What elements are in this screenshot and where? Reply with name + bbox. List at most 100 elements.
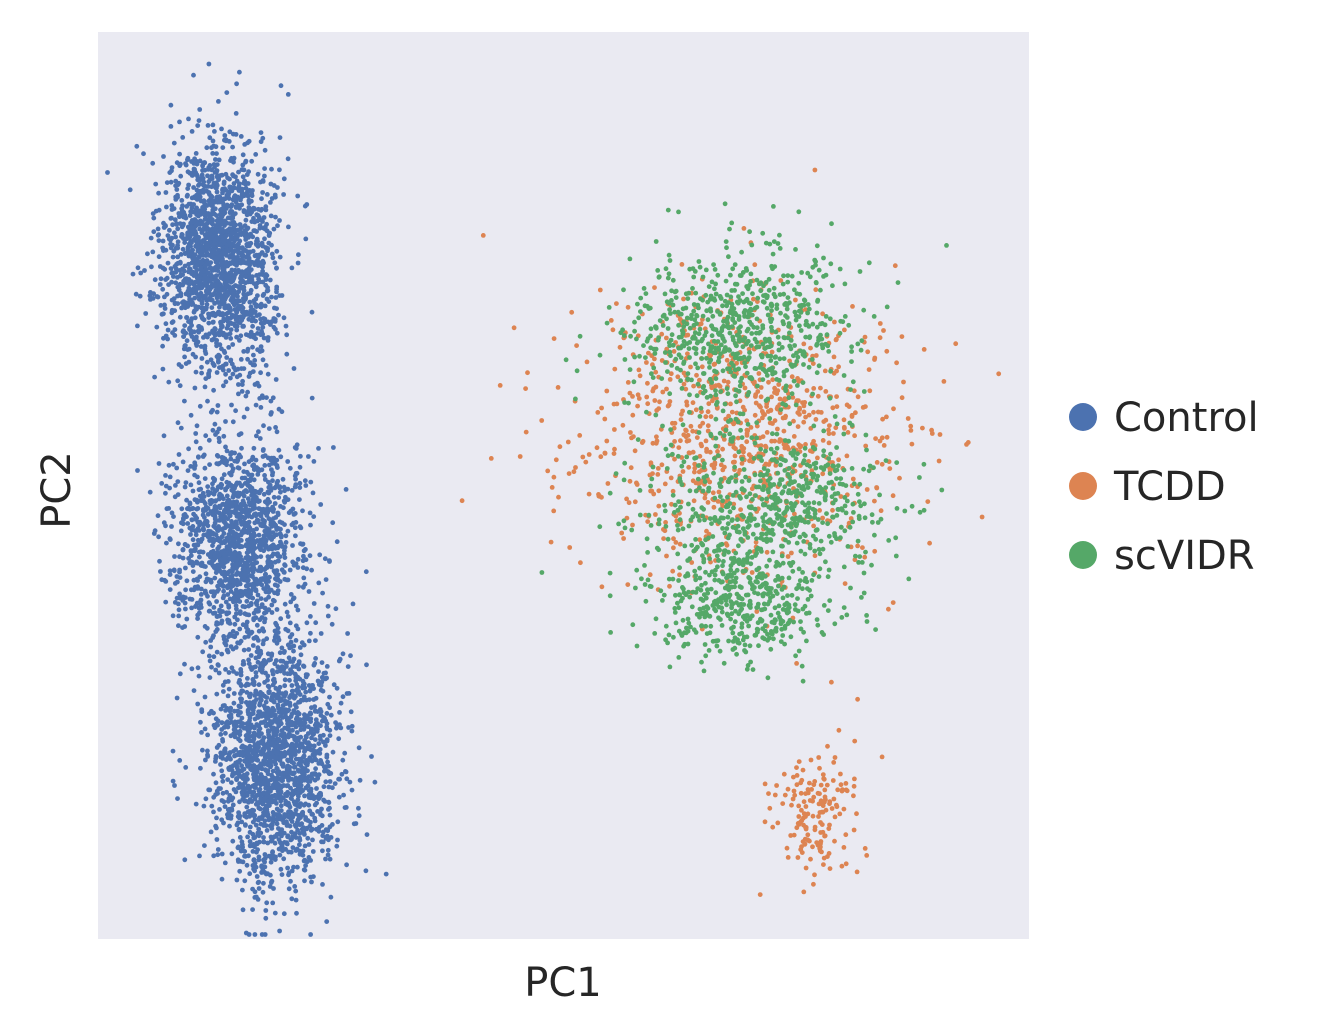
point-control	[242, 635, 248, 640]
point-control	[264, 636, 270, 642]
point-control	[214, 691, 220, 697]
point-control	[327, 705, 332, 711]
point-control	[217, 608, 223, 614]
point-control	[233, 174, 238, 180]
point-control	[236, 844, 241, 850]
point-control	[263, 282, 269, 288]
point-control	[148, 297, 153, 302]
point-control	[212, 206, 218, 212]
point-control	[192, 295, 198, 301]
point-control	[265, 762, 271, 768]
point-control	[271, 677, 276, 683]
point-control	[292, 671, 298, 677]
point-control	[250, 369, 256, 374]
point-control	[159, 311, 165, 317]
point-control	[288, 795, 294, 801]
point-control	[337, 656, 343, 662]
point-control	[306, 802, 312, 808]
point-control	[220, 526, 226, 532]
point-control	[286, 224, 291, 230]
point-control	[160, 366, 166, 372]
point-control	[260, 448, 266, 453]
point-control	[245, 356, 251, 362]
point-control	[262, 166, 267, 172]
point-control	[232, 614, 238, 620]
point-control	[134, 143, 140, 149]
point-control	[236, 785, 241, 791]
point-control	[238, 538, 244, 543]
point-control	[274, 248, 280, 254]
point-control	[312, 818, 318, 824]
point-control	[296, 688, 301, 694]
point-control	[175, 226, 181, 232]
point-control	[241, 647, 247, 653]
point-control	[292, 525, 298, 531]
point-control	[231, 194, 237, 200]
point-control	[249, 207, 255, 212]
point-control	[202, 348, 208, 354]
point-control	[214, 649, 220, 655]
point-control	[284, 332, 290, 338]
point-control	[152, 374, 158, 380]
point-control	[299, 773, 305, 779]
point-control	[258, 554, 264, 559]
point-control	[328, 894, 334, 900]
point-control	[317, 552, 323, 558]
point-control	[240, 245, 245, 251]
point-control	[291, 366, 297, 371]
point-control	[222, 574, 228, 579]
point-control	[275, 478, 281, 484]
point-control	[312, 771, 318, 777]
point-control	[193, 354, 199, 360]
point-control	[250, 574, 255, 579]
point-control	[239, 475, 245, 481]
point-control	[225, 175, 231, 181]
point-control	[240, 622, 246, 628]
point-control	[151, 215, 157, 221]
point-control	[273, 780, 279, 786]
point-control	[248, 591, 254, 597]
point-control	[213, 326, 218, 332]
point-control	[234, 480, 240, 486]
point-control	[127, 187, 133, 193]
point-control	[195, 248, 201, 254]
point-control	[305, 835, 311, 841]
point-control	[244, 862, 250, 868]
point-control	[277, 684, 283, 690]
point-control	[206, 61, 212, 67]
point-control	[242, 567, 248, 572]
point-control	[171, 567, 177, 573]
point-control	[230, 629, 236, 634]
point-control	[141, 151, 146, 157]
point-control	[313, 766, 318, 772]
point-control	[244, 771, 250, 777]
point-control	[286, 886, 292, 892]
point-control	[275, 625, 281, 631]
point-control	[204, 359, 210, 365]
point-control	[247, 824, 253, 830]
point-control	[186, 346, 192, 352]
point-control	[242, 297, 248, 302]
point-control	[189, 195, 195, 201]
point-control	[269, 798, 274, 803]
point-control	[167, 474, 173, 480]
point-control	[263, 908, 269, 913]
point-control	[246, 513, 251, 519]
point-control	[288, 599, 294, 605]
point-control	[156, 238, 162, 244]
point-control	[183, 161, 188, 167]
point-control	[193, 206, 199, 212]
point-control	[275, 510, 281, 516]
point-control	[251, 556, 257, 562]
point-control	[166, 462, 172, 468]
point-control	[219, 126, 224, 132]
point-control	[287, 634, 293, 640]
point-control	[206, 608, 212, 614]
point-control	[225, 215, 231, 221]
point-control	[172, 494, 178, 500]
point-control	[255, 830, 261, 836]
point-control	[221, 531, 227, 536]
point-control	[176, 607, 182, 613]
point-control	[237, 738, 243, 744]
point-control	[175, 293, 181, 299]
